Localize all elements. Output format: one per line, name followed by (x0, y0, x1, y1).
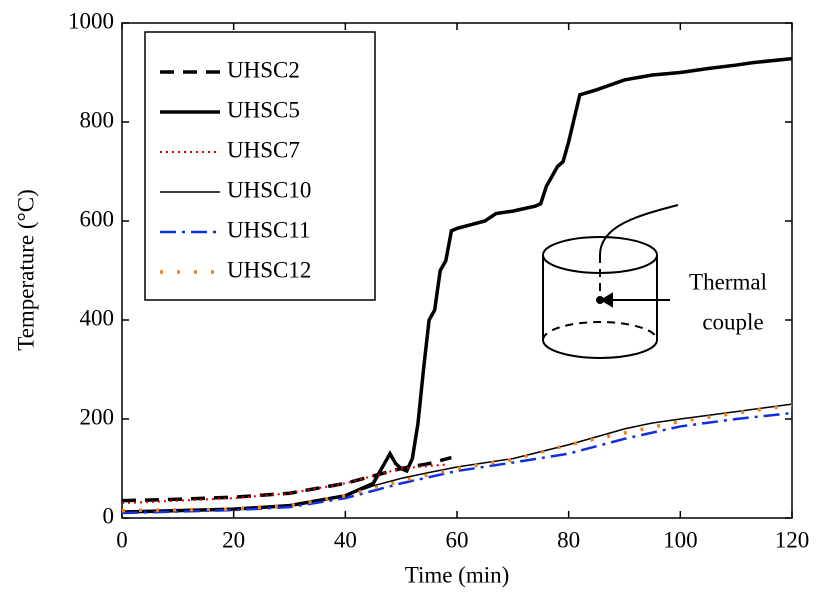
annotation: couple (702, 309, 763, 334)
series-line (121, 455, 452, 503)
x-axis-title: Time (min) (405, 562, 510, 587)
y-tick-label: 0 (103, 503, 115, 528)
y-tick-label: 800 (80, 107, 115, 132)
y-axis-title: Temperature (°C) (13, 189, 38, 350)
x-tick-label: 120 (775, 527, 810, 552)
plot-frame (121, 22, 793, 519)
x-tick-label: 40 (334, 527, 357, 552)
x-tick-label: 20 (222, 527, 245, 552)
legend-box (144, 31, 376, 301)
series-line (121, 403, 793, 513)
series-line (121, 411, 793, 515)
x-tick-label: 100 (663, 527, 698, 552)
x-tick-label: 80 (557, 527, 580, 552)
thermocouple-sketch (542, 204, 679, 359)
y-tick-label: 200 (80, 404, 115, 429)
y-tick-label: 400 (80, 305, 115, 330)
legend-label: UHSC2 (227, 57, 300, 82)
y-tick-label: 600 (80, 206, 115, 231)
y-tick-label: 1000 (68, 8, 114, 33)
x-tick-label: 60 (446, 527, 469, 552)
legend-label: UHSC7 (227, 137, 300, 162)
series-line (121, 56, 793, 514)
x-tick-label: 0 (116, 527, 128, 552)
legend-label: UHSC11 (227, 217, 311, 242)
annotation: Thermal (689, 269, 767, 294)
legend-label: UHSC12 (227, 257, 311, 282)
legend-label: UHSC10 (227, 177, 311, 202)
legend-label: UHSC5 (227, 97, 300, 122)
series-line (121, 463, 446, 505)
